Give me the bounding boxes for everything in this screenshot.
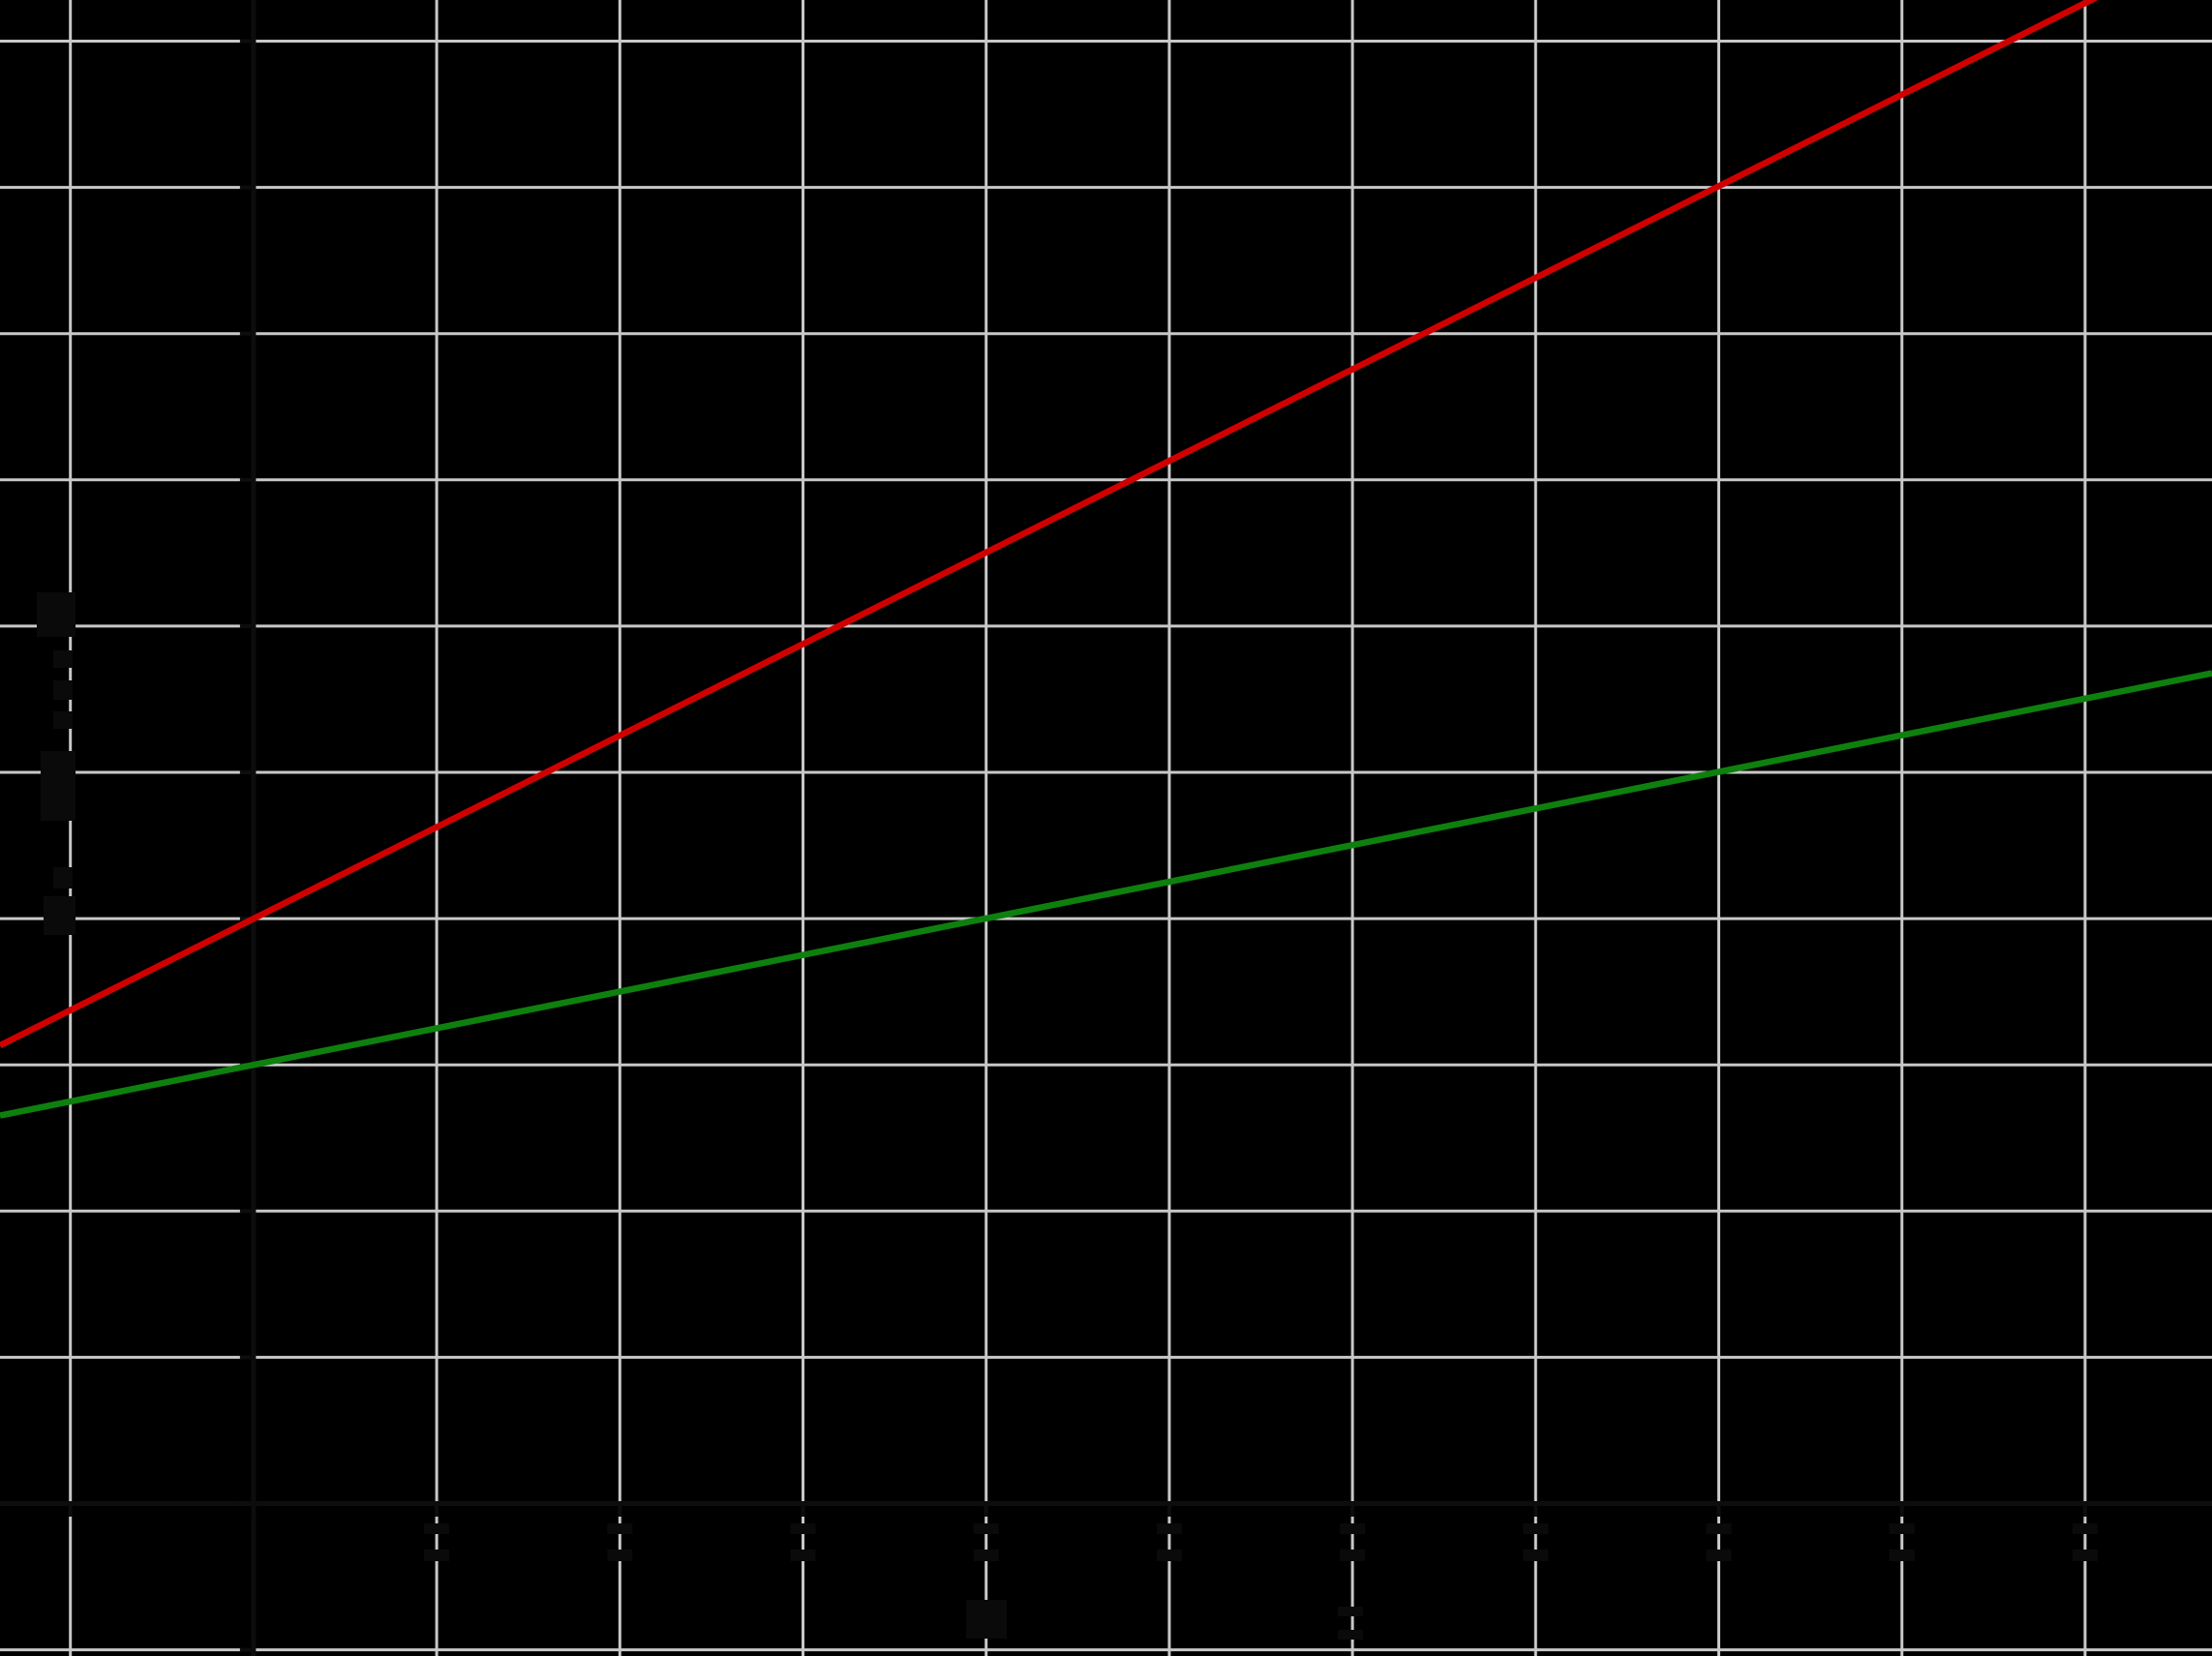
hidden-xlabel-remnant xyxy=(1706,1550,1732,1561)
hidden-xlabel-remnant xyxy=(790,1550,816,1561)
hidden-xlabel-remnant xyxy=(1523,1523,1549,1534)
x-axis-tick xyxy=(251,1502,256,1517)
hidden-xlabel-remnant xyxy=(1156,1523,1182,1534)
function-line-green xyxy=(0,670,2212,1119)
hidden-xlabel-remnant xyxy=(1889,1523,1915,1534)
x-axis-tick xyxy=(1899,1502,1904,1517)
y-axis-tick xyxy=(239,1501,254,1506)
y-axis-tick xyxy=(239,1209,254,1214)
y-axis-tick xyxy=(239,477,254,482)
hidden-xlabel-remnant xyxy=(1523,1550,1549,1561)
function-lines-group xyxy=(0,0,2212,1119)
hidden-ylabel-remnant xyxy=(53,650,73,668)
x-axis-tick xyxy=(2082,1502,2087,1517)
axis-ticks-group xyxy=(68,39,2087,1652)
hidden-xlabel-remnant xyxy=(1706,1523,1732,1534)
y-axis-tick xyxy=(239,1647,254,1652)
hidden-xlabel-remnant xyxy=(424,1550,450,1561)
hidden-xlabel-remnant xyxy=(1889,1550,1915,1561)
hidden-label-remnants-group xyxy=(37,592,2098,1640)
hidden-ylabel-remnant xyxy=(44,896,76,935)
hidden-xlabel-remnant xyxy=(607,1523,633,1534)
hidden-xlabel-remnant xyxy=(1340,1523,1366,1534)
hidden-xlabel-remnant xyxy=(2072,1550,2098,1561)
x-axis-tick xyxy=(1167,1502,1171,1517)
hidden-ylabel-remnant xyxy=(53,867,73,888)
y-axis-tick xyxy=(239,770,254,774)
hidden-xlabel-remnant xyxy=(1156,1550,1182,1561)
hidden-xlabel-remnant xyxy=(973,1523,999,1534)
hidden-xlabel-remnant xyxy=(2072,1523,2098,1534)
hidden-xlabel-remnant xyxy=(973,1550,999,1561)
x-axis-tick xyxy=(1350,1502,1355,1517)
x-axis-tick xyxy=(801,1502,805,1517)
function-line-red xyxy=(0,0,2099,1049)
hidden-xlabel-remnant xyxy=(790,1523,816,1534)
x-axis-tick xyxy=(1716,1502,1721,1517)
hidden-xlabel-remnant xyxy=(424,1523,450,1534)
y-axis-tick xyxy=(239,185,254,190)
y-axis-tick xyxy=(239,1355,254,1360)
hidden-xlabel-remnant xyxy=(607,1550,633,1561)
hidden-ylabel-remnant xyxy=(37,592,76,637)
x-axis-tick xyxy=(68,1502,73,1517)
x-axis-tick xyxy=(1533,1502,1538,1517)
hidden-ylabel-remnant xyxy=(41,751,76,821)
y-axis-tick xyxy=(239,39,254,44)
hidden-axis-title-remnant xyxy=(1338,1607,1363,1616)
hidden-ylabel-remnant xyxy=(53,680,73,700)
x-axis-tick xyxy=(435,1502,439,1517)
hidden-axis-title-remnant xyxy=(1338,1630,1363,1640)
y-axis-tick xyxy=(239,623,254,628)
y-axis-tick xyxy=(239,331,254,336)
x-axis-tick xyxy=(984,1502,988,1517)
hidden-xlabel-remnant xyxy=(1340,1550,1366,1561)
x-axis-tick xyxy=(618,1502,622,1517)
hidden-axis-title-remnant xyxy=(966,1600,1007,1639)
hidden-ylabel-remnant xyxy=(53,711,73,729)
